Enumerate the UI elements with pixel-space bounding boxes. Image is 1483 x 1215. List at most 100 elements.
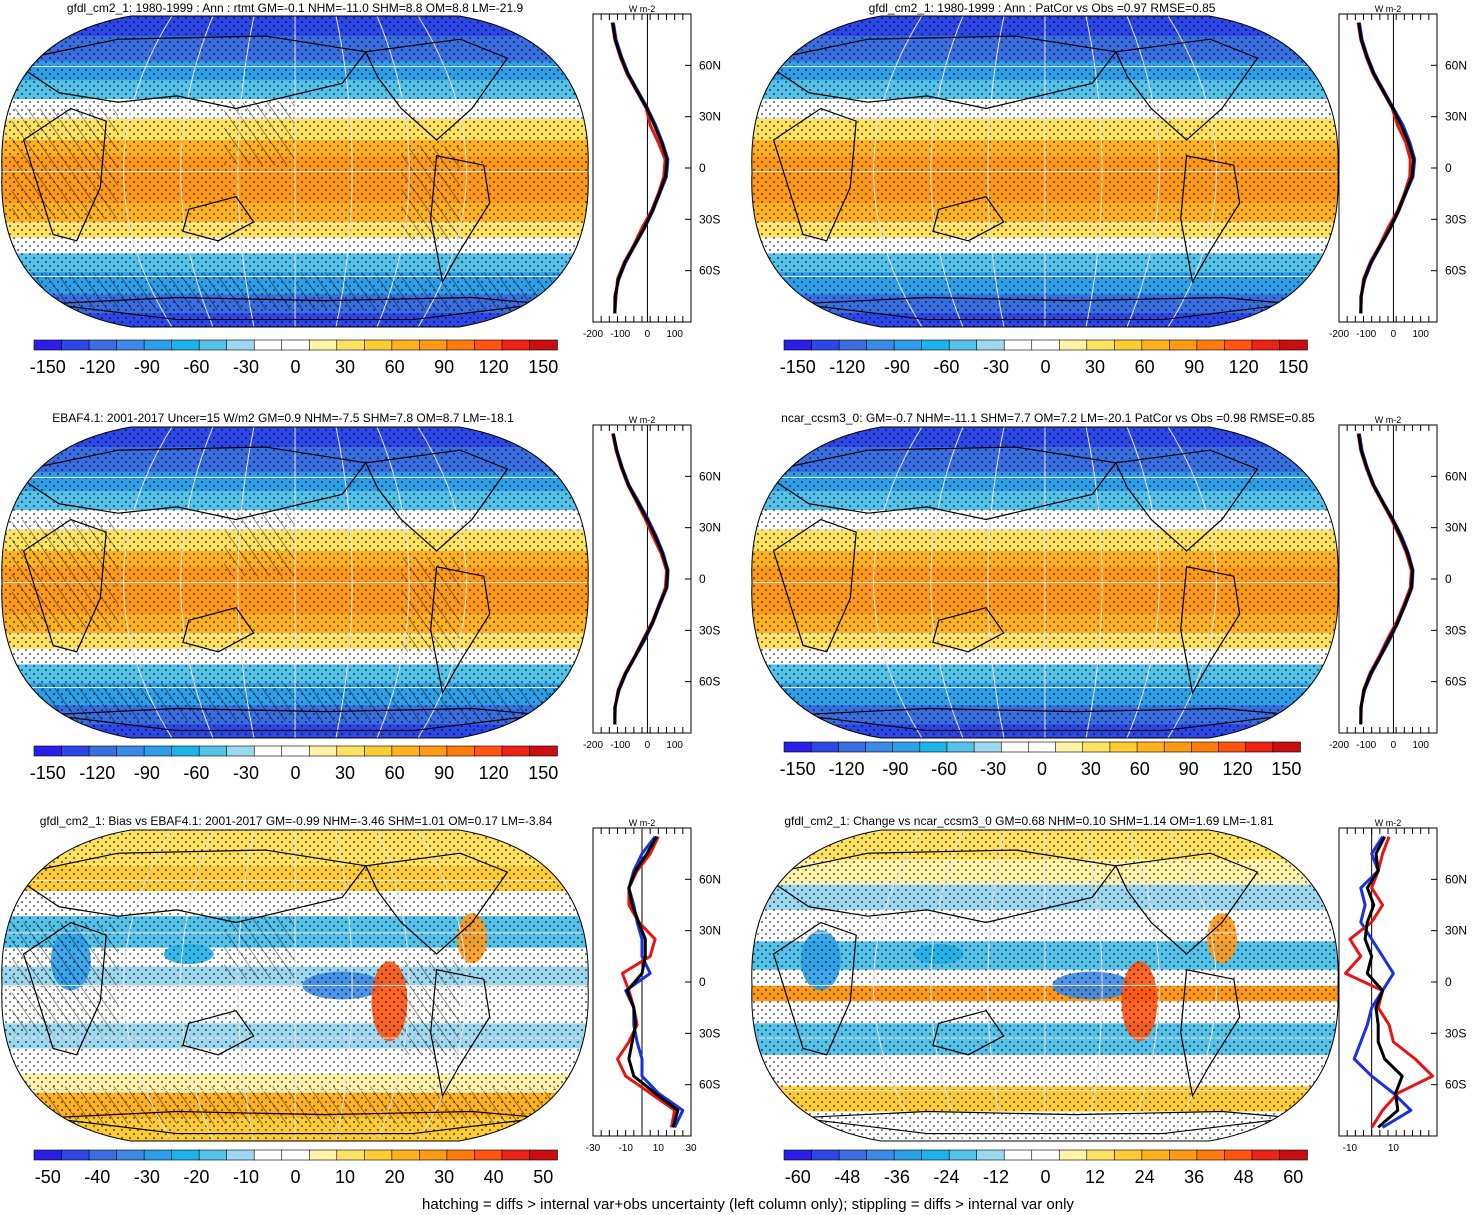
colorbar-label: -20	[183, 1167, 209, 1187]
hatching	[11, 108, 118, 219]
x-tick-label: -200	[1329, 329, 1349, 340]
colorbar-swatch	[973, 741, 1003, 753]
x-tick-label: -100	[1356, 740, 1376, 751]
colorbar-swatch	[1082, 741, 1111, 753]
colorbar-swatch	[253, 745, 283, 757]
profile-unit: W m-2	[629, 4, 656, 14]
colorbar-swatch	[1191, 741, 1220, 753]
coastline	[22, 518, 107, 653]
colorbar-label: -120	[828, 759, 864, 779]
colorbar-swatch	[1196, 339, 1226, 351]
colorbar-swatch	[253, 1149, 283, 1161]
profile-line-combo	[1357, 433, 1414, 725]
coastline	[47, 296, 543, 321]
colorbar-swatch	[948, 1149, 978, 1161]
colorbar-label: 24	[1135, 1167, 1155, 1187]
profile-line-model	[611, 433, 668, 725]
colorbar-swatch	[1272, 741, 1301, 753]
coastline	[22, 107, 107, 242]
panel-6: gfdl_cm2_1: Change vs ncar_ccsm3_0 GM=0.…	[751, 814, 1467, 1187]
colorbar-label: -120	[829, 357, 865, 377]
coastline	[932, 607, 1005, 653]
colorbar-swatch	[783, 741, 812, 753]
panel-title: gfdl_cm2_1: Bias vs EBAF4.1: 2001-2017 G…	[40, 814, 553, 828]
x-tick-label: -200	[583, 329, 603, 340]
colorbar-swatch	[446, 1149, 476, 1161]
colorbar-swatch	[198, 339, 228, 351]
colorbar-swatch	[1031, 339, 1061, 351]
colorbar: -150 -120 -90 -60 -30 0 30 60 90 120 150	[30, 339, 558, 377]
colorbar-label: 30	[1085, 357, 1105, 377]
colorbar-swatch	[1141, 1149, 1171, 1161]
lat-tick-label: 30S	[1445, 212, 1466, 226]
coastline	[47, 1110, 543, 1135]
colorbar-label: -150	[30, 357, 66, 377]
colorbar-swatch	[529, 339, 558, 351]
colorbar-label: 10	[335, 1167, 355, 1187]
colorbar-swatch	[308, 339, 338, 351]
coastline	[182, 1010, 255, 1056]
colorbar-swatch	[811, 1149, 840, 1161]
coastline	[182, 607, 255, 653]
lat-tick-label: 30S	[1445, 623, 1466, 637]
colorbar-label: -90	[134, 763, 160, 783]
zonal-profile: W m-2 60N 30N 0 30S 60S -200 -100 0 100	[583, 4, 721, 340]
colorbar-label: 120	[479, 763, 509, 783]
colorbar-label: -90	[134, 357, 160, 377]
x-tick-label: -30	[586, 1143, 601, 1154]
colorbar-swatch	[308, 745, 338, 757]
zonal-profile: W m-2 60N 30N 0 30S 60S -10 10	[1338, 818, 1467, 1154]
coastline	[364, 449, 509, 552]
colorbar-swatch	[529, 745, 558, 757]
colorbar-swatch	[143, 1149, 173, 1161]
colorbar-swatch	[391, 1149, 421, 1161]
colorbar-swatch	[226, 339, 256, 351]
graticule	[930, 16, 964, 327]
lat-tick-label: 60N	[1445, 872, 1467, 886]
panel-title: gfdl_cm2_1: Change vs ncar_ccsm3_0 GM=0.…	[784, 814, 1274, 828]
colorbar-swatch	[1218, 741, 1247, 753]
colorbar-swatch	[446, 745, 476, 757]
colorbar-label: 60	[1130, 759, 1150, 779]
colorbar-label: -24	[933, 1167, 959, 1187]
coastline	[182, 196, 255, 242]
profile-line-combo	[1363, 835, 1404, 1129]
coastline	[760, 849, 1117, 924]
x-tick-label: 100	[666, 740, 683, 751]
colorbar-swatch	[1114, 1149, 1143, 1161]
colorbar-swatch	[946, 741, 975, 753]
colorbar-swatch	[281, 1149, 311, 1161]
colorbar-swatch	[1109, 741, 1138, 753]
graticule	[1167, 427, 1217, 738]
colorbar-label: 0	[1040, 357, 1050, 377]
colorbar-label: 50	[533, 1167, 553, 1187]
colorbar-swatch	[336, 1149, 366, 1161]
hatching	[11, 922, 118, 1033]
lat-tick-label: 60N	[1445, 469, 1467, 483]
panel-title: gfdl_cm2_1: 1980-1999 : Ann : rtmt GM=-0…	[67, 1, 524, 15]
lat-tick-label: 30S	[699, 623, 720, 637]
colorbar-swatch	[838, 1149, 868, 1161]
profile-line-model	[1356, 433, 1413, 725]
lat-tick-label: 60N	[699, 469, 721, 483]
colorbar-swatch	[1003, 1149, 1033, 1161]
colorbar-swatch	[810, 741, 840, 753]
graticule	[237, 16, 255, 327]
colorbar-swatch	[88, 1149, 118, 1161]
graticule	[123, 16, 173, 327]
coastline	[364, 38, 509, 141]
coastline	[22, 921, 107, 1056]
colorbar-swatch	[1169, 1149, 1198, 1161]
profile-unit: W m-2	[629, 415, 656, 425]
colorbar-label: -120	[79, 763, 115, 783]
colorbar-swatch	[893, 1149, 923, 1161]
colorbar-label: 90	[1184, 357, 1204, 377]
lat-tick-label: 30S	[699, 212, 720, 226]
colorbar-label: -150	[780, 357, 816, 377]
map-outline	[751, 829, 1339, 1142]
colorbar: -150 -120 -90 -60 -30 0 30 60 90 120 150	[780, 741, 1301, 779]
lat-tick-label: 0	[699, 161, 706, 175]
colorbar-swatch	[474, 1149, 503, 1161]
colorbar-label: 0	[290, 763, 300, 783]
x-tick-label: -10	[1343, 1143, 1358, 1154]
